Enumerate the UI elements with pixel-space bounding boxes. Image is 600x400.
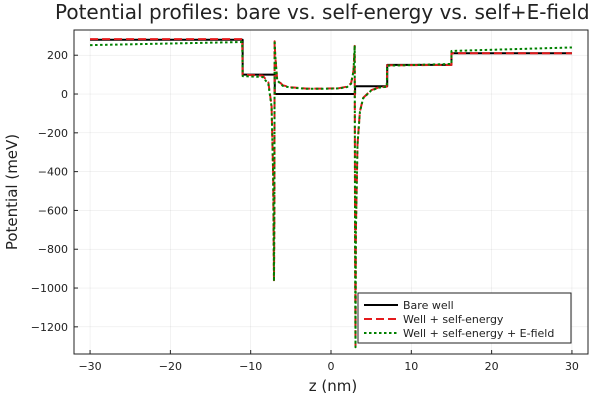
x-tick-label: 0 [328,360,335,373]
y-tick-label: 0 [61,88,68,101]
y-tick-label: −1000 [31,282,68,295]
legend-label: Well + self-energy [403,313,504,326]
legend-label: Bare well [403,299,454,312]
y-tick-label: −400 [38,166,68,179]
y-tick-label: 200 [47,49,68,62]
y-tick-label: −600 [38,204,68,217]
series-line-3 [90,39,572,349]
series-layer [90,38,572,349]
y-tick-label: −200 [38,127,68,140]
x-tick-label: 30 [565,360,579,373]
axis-ticks: −30 −20 −10 0 10 20 30 −1200 −1000 −800 −600 −400 −2… [31,49,579,373]
x-tick-label: −30 [78,360,101,373]
chart-title: Potential profiles: bare vs. self-energy… [55,0,590,24]
y-tick-label: −1200 [31,321,68,334]
x-tick-label: 20 [485,360,499,373]
x-tick-label: −10 [239,360,262,373]
x-axis-label: z (nm) [309,377,357,395]
x-tick-label: −20 [159,360,182,373]
legend-label: Well + self-energy + E-field [403,327,554,340]
x-tick-label: 10 [404,360,418,373]
y-tick-label: −800 [38,243,68,256]
y-axis-label: Potential (meV) [3,134,21,250]
